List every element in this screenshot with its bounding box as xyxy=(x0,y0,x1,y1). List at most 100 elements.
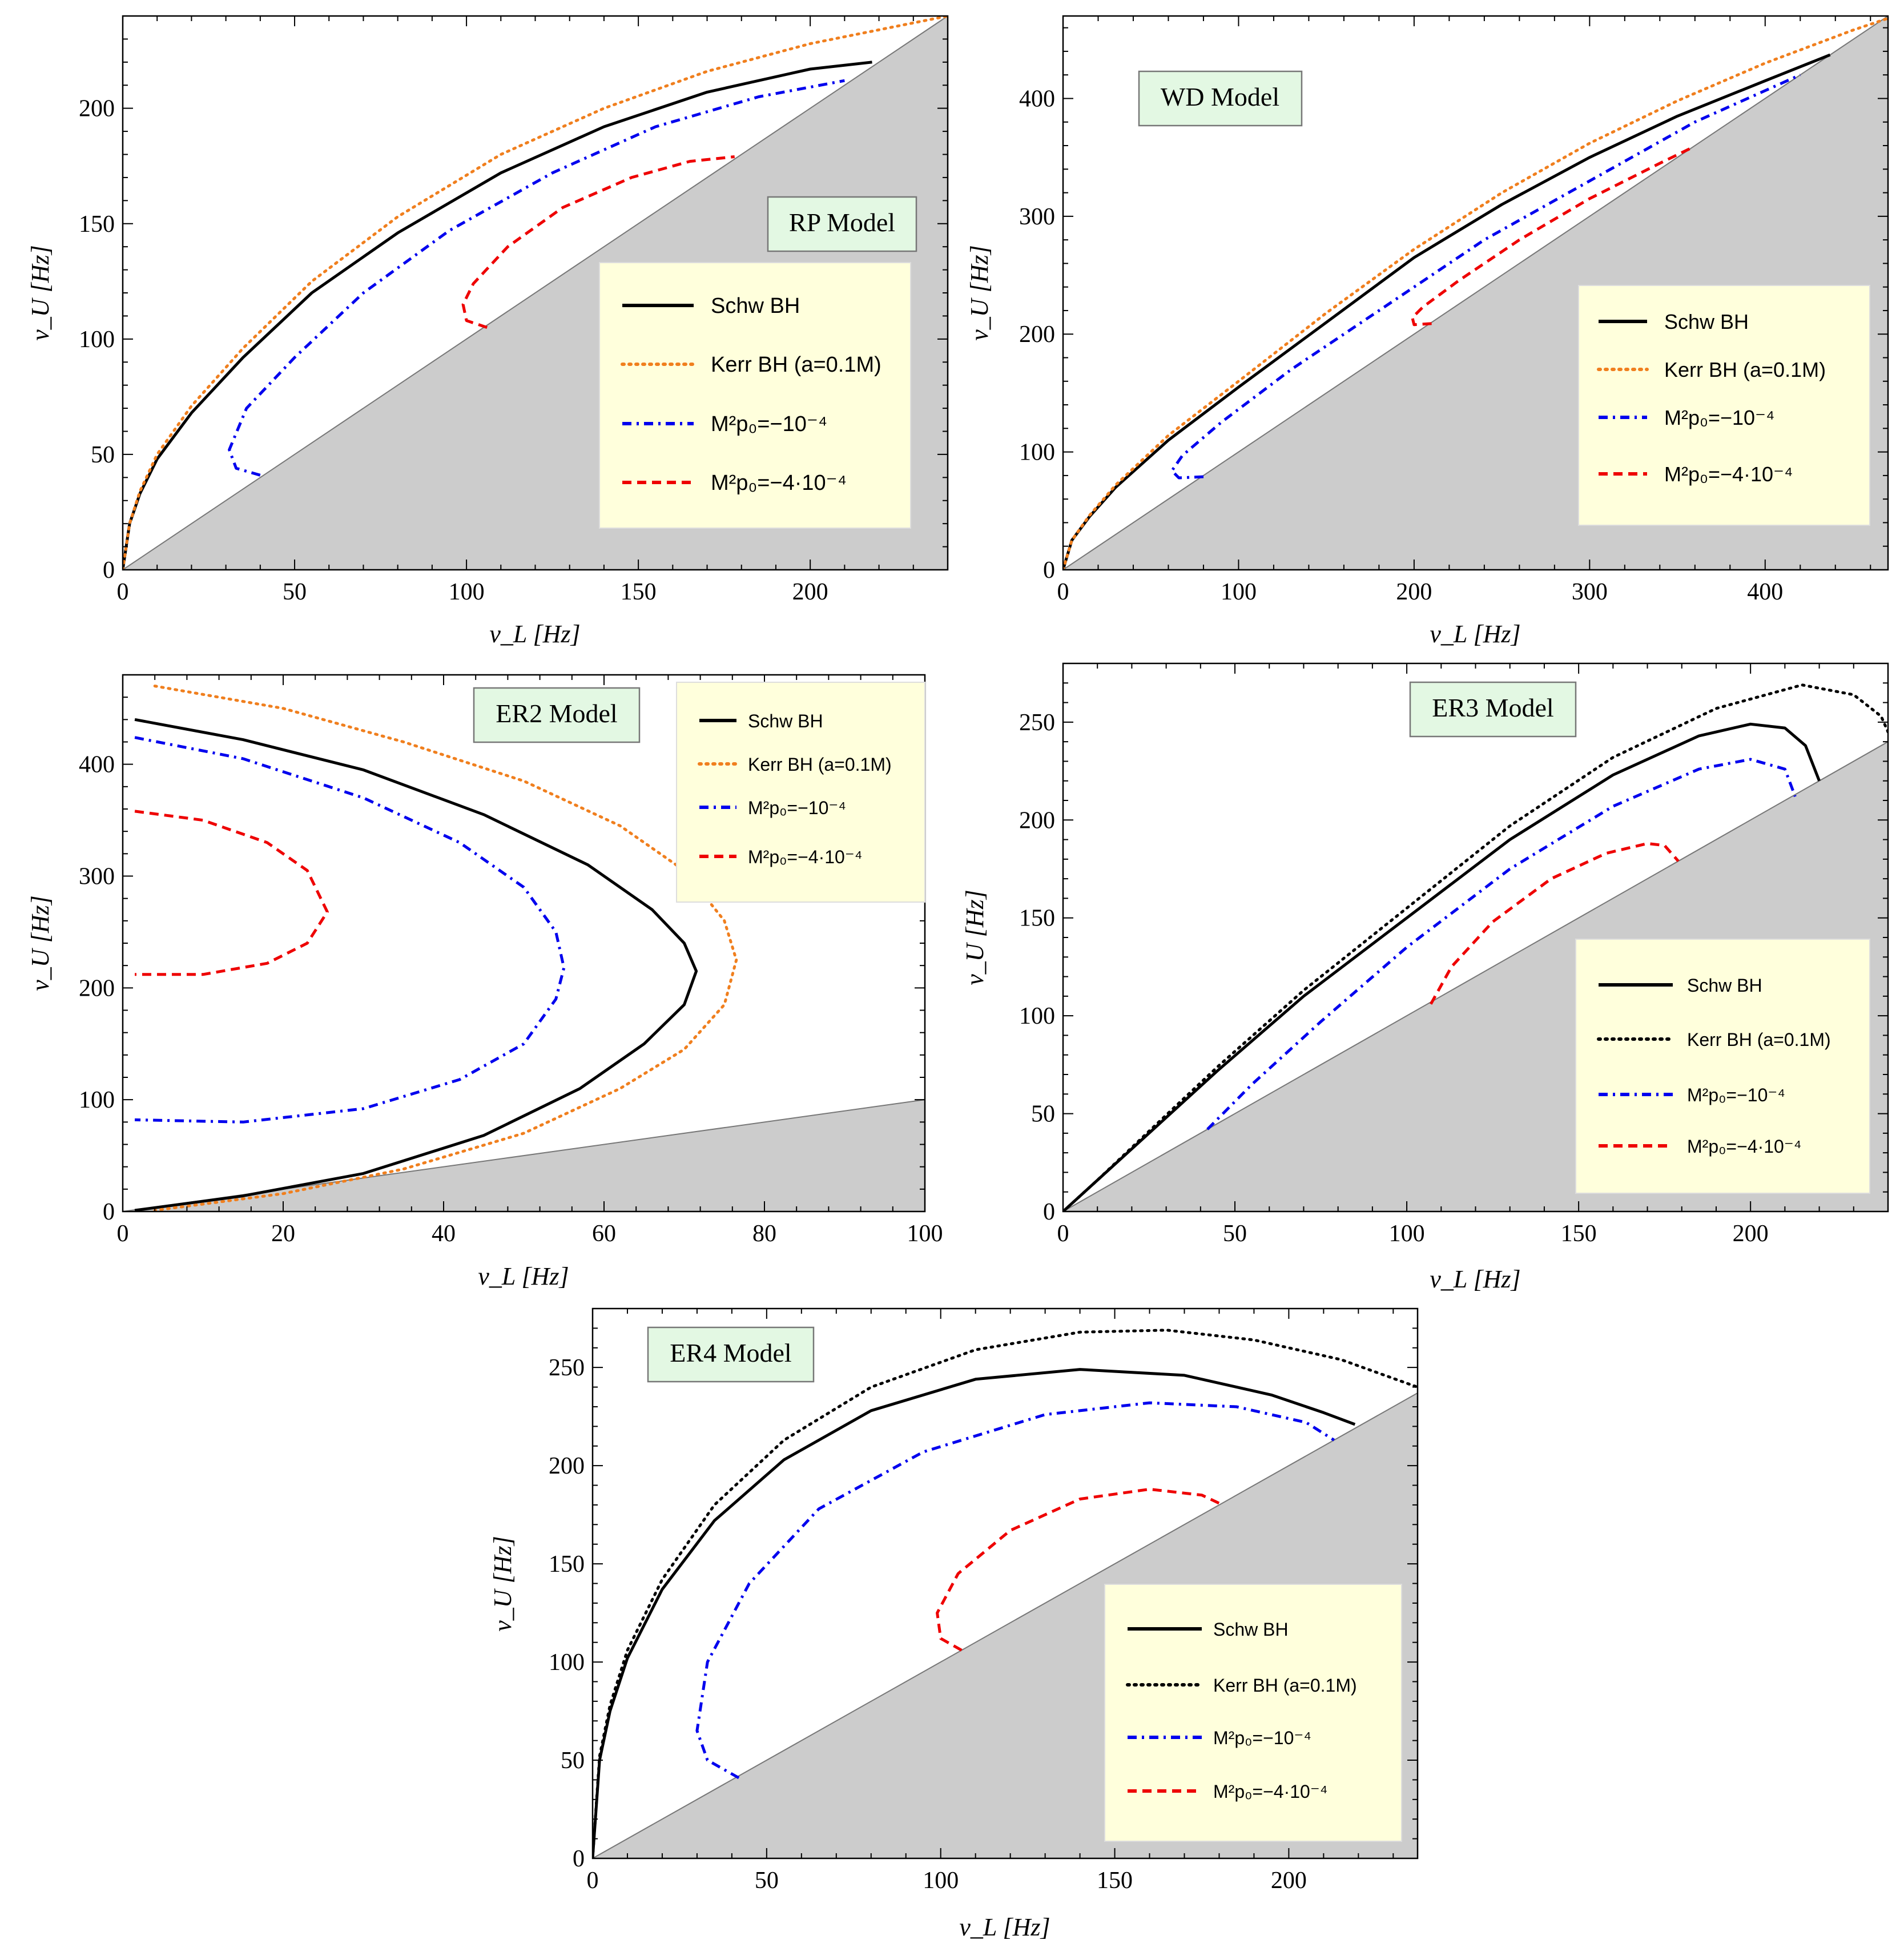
tick-label-y: 300 xyxy=(1019,204,1055,230)
tick-marks xyxy=(122,15,948,570)
legend-box xyxy=(1578,285,1870,526)
y-axis-label: ν_U [Hz] xyxy=(961,890,989,985)
legend-label: Kerr BH (a=0.1M) xyxy=(1213,1675,1357,1696)
tick-label-x: 400 xyxy=(1747,579,1783,605)
x-axis-label: ν_L [Hz] xyxy=(1430,620,1520,648)
legend-label: Kerr BH (a=0.1M) xyxy=(711,353,881,377)
tick-label-y: 50 xyxy=(1031,1101,1055,1128)
tick-label-y: 0 xyxy=(1043,1199,1055,1225)
tick-label-y: 100 xyxy=(549,1649,585,1676)
tick-label-y: 250 xyxy=(549,1355,585,1381)
chart-title: WD Model xyxy=(1161,82,1279,111)
x-axis-label: ν_L [Hz] xyxy=(478,1262,569,1290)
tick-label-y: 150 xyxy=(549,1551,585,1577)
tick-label-y: 100 xyxy=(79,1087,115,1113)
series-p0-4e-4 xyxy=(936,1487,1223,1652)
x-axis-label: ν_L [Hz] xyxy=(1430,1265,1520,1293)
legend-label: Schw BH xyxy=(1687,975,1762,996)
y-axis-label: ν_U [Hz] xyxy=(489,1536,517,1631)
legend-label: Kerr BH (a=0.1M) xyxy=(748,754,892,775)
tick-label-y: 200 xyxy=(79,96,115,122)
series-kerr-bh xyxy=(593,1329,1418,1858)
series-p0-4e-4 xyxy=(1430,842,1680,1005)
series-kerr-bh xyxy=(1063,17,1888,570)
tick-label-x: 60 xyxy=(592,1221,616,1247)
tick-label-x: 50 xyxy=(1223,1221,1247,1247)
tick-label-x: 300 xyxy=(1572,579,1608,605)
tick-label-x: 200 xyxy=(1733,1221,1769,1247)
tick-label-x: 200 xyxy=(1271,1868,1307,1894)
series-p0-4e-4 xyxy=(461,155,735,329)
tick-label-x: 20 xyxy=(271,1221,295,1247)
legend-box xyxy=(1575,939,1870,1194)
legend-label: M²p₀=−10⁻⁴ xyxy=(1687,1085,1785,1105)
y-axis-label: ν_U [Hz] xyxy=(965,245,993,340)
series-kerr-bh xyxy=(1063,683,1888,1212)
chart-er3: 0 50 100 150 200 0 50 100 150 200 250 ν_… xyxy=(961,662,1889,1293)
legend-label: Schw BH xyxy=(748,711,823,731)
legend-label: M²p₀=−4·10⁻⁴ xyxy=(711,471,847,495)
tick-label-x: 150 xyxy=(621,579,657,605)
legend-label: M²p₀=−10⁻⁴ xyxy=(711,412,827,436)
chart-title: ER4 Model xyxy=(670,1338,791,1367)
tick-label-y: 50 xyxy=(561,1748,585,1774)
legend-label: M²p₀=−10⁻⁴ xyxy=(1213,1728,1311,1748)
tick-label-y: 200 xyxy=(549,1453,585,1479)
series-schw-bh xyxy=(1063,722,1821,1212)
tick-marks xyxy=(122,674,925,1212)
tick-label-y: 0 xyxy=(1043,557,1055,583)
x-axis-label: ν_L [Hz] xyxy=(489,620,580,648)
tick-label-x: 100 xyxy=(449,579,485,605)
tick-marks xyxy=(1062,663,1889,1212)
series-p0-1e-4 xyxy=(134,736,566,1124)
tick-label-x: 0 xyxy=(1057,1221,1069,1247)
tick-label-x: 40 xyxy=(432,1221,456,1247)
series-p0-4e-4 xyxy=(134,810,329,976)
title-box xyxy=(767,196,917,252)
tick-marks xyxy=(1062,16,1888,570)
legend: Schw BH Kerr BH (a=0.1M) M²p₀=−10⁻⁴ M²p₀… xyxy=(1575,939,1870,1194)
tick-label-x: 100 xyxy=(923,1868,959,1894)
plot-frame xyxy=(1062,15,1889,571)
legend-label: Kerr BH (a=0.1M) xyxy=(1664,358,1826,381)
x-axis-label: ν_L [Hz] xyxy=(959,1913,1050,1941)
tick-label-x: 150 xyxy=(1561,1221,1597,1247)
boundary-line xyxy=(1063,741,1888,1212)
series-kerr-bh xyxy=(153,685,738,1212)
tick-label-y: 100 xyxy=(79,327,115,353)
tick-label-y: 150 xyxy=(79,211,115,238)
chart-er2: 0 20 40 60 80 100 0 100 200 300 400 ν_L … xyxy=(26,674,943,1290)
tick-label-y: 0 xyxy=(573,1846,585,1872)
tick-label-y: 150 xyxy=(1019,905,1055,932)
legend-label: Schw BH xyxy=(711,294,800,318)
title-box xyxy=(1138,70,1303,127)
legend-label: Schw BH xyxy=(1213,1619,1289,1640)
chart-wd: 0 100 200 300 400 0 100 200 300 400 ν_L … xyxy=(965,15,1889,648)
boundary-line xyxy=(123,16,948,570)
tick-label-x: 0 xyxy=(1057,579,1069,605)
series-schw-bh xyxy=(593,1368,1356,1858)
tick-label-x: 150 xyxy=(1097,1868,1133,1894)
y-axis-label: ν_U [Hz] xyxy=(26,895,54,991)
tick-label-x: 200 xyxy=(1396,579,1432,605)
tick-label-y: 400 xyxy=(79,752,115,778)
legend-label: Kerr BH (a=0.1M) xyxy=(1687,1029,1831,1050)
tick-label-x: 50 xyxy=(755,1868,779,1894)
tick-marks xyxy=(592,1308,1418,1859)
legend: Schw BH Kerr BH (a=0.1M) M²p₀=−10⁻⁴ M²p₀… xyxy=(599,262,911,529)
tick-label-x: 50 xyxy=(283,579,307,605)
series-p0-4e-4 xyxy=(1411,146,1692,327)
series-p0-1e-4 xyxy=(1206,758,1797,1130)
tick-label-y: 100 xyxy=(1019,440,1055,466)
legend-label: Schw BH xyxy=(1664,310,1749,333)
title-box xyxy=(647,1326,815,1383)
y-axis-label: ν_U [Hz] xyxy=(26,245,54,340)
chart-title: ER2 Model xyxy=(496,699,617,728)
tick-label-x: 0 xyxy=(117,1221,129,1247)
series-schw-bh xyxy=(1063,53,1831,570)
tick-label-x: 100 xyxy=(1221,579,1257,605)
series-schw-bh xyxy=(123,61,872,570)
boundary-line xyxy=(593,1392,1418,1858)
tick-label-y: 100 xyxy=(1019,1003,1055,1029)
